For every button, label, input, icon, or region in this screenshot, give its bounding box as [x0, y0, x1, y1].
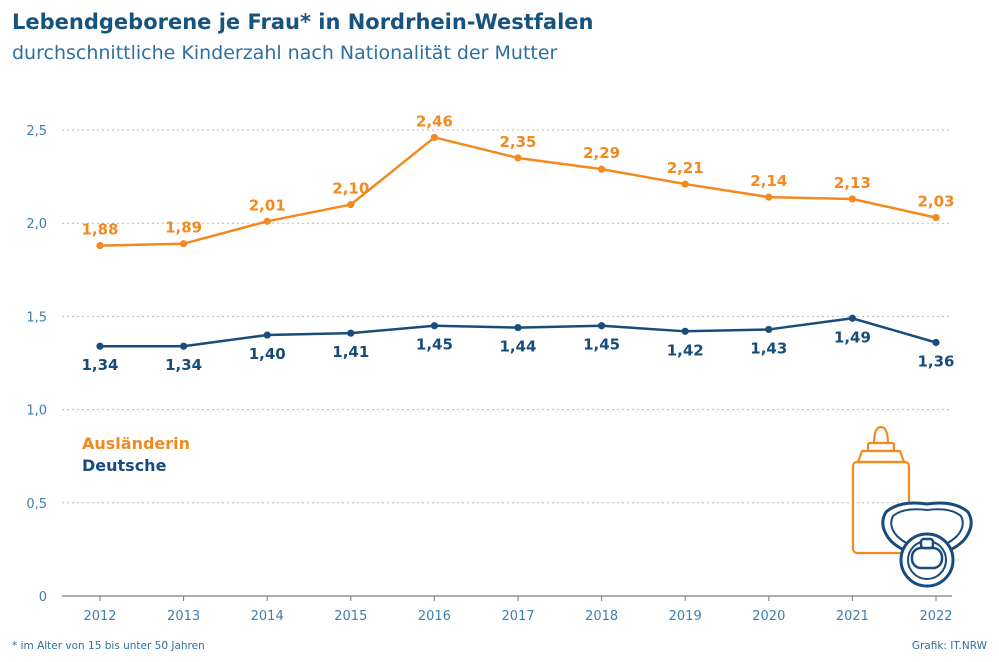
series-layer: 1,88 1,89 2,01 2,10 2,46 2,35 2,29 2,21 2,14 2,13… [81, 112, 954, 374]
source-credit: Grafik: IT.NRW [911, 640, 987, 652]
data-label-auslaenderin: 2,35 [499, 133, 536, 151]
data-point-deutsche [263, 331, 271, 339]
data-point-deutsche [347, 329, 355, 337]
y-tick-label: 2,0 [26, 217, 47, 232]
data-label-auslaenderin: 1,88 [81, 221, 118, 239]
y-axis: 0 0,5 1,0 1,5 2,0 2,5 [26, 124, 47, 605]
legend-entry-auslaenderin: Ausländerin [82, 434, 190, 453]
data-point-auslaenderin [848, 195, 857, 203]
data-label-auslaenderin: 2,29 [583, 144, 620, 162]
pacifier-icon [881, 501, 973, 588]
x-tick-label: 2017 [501, 609, 534, 624]
y-tick-label: 0,5 [26, 497, 47, 512]
data-point-auslaenderin [96, 241, 104, 250]
y-tick-label: 2,5 [26, 124, 47, 139]
data-point-deutsche [430, 322, 438, 330]
data-label-deutsche: 1,43 [750, 339, 787, 357]
data-label-deutsche: 1,41 [332, 343, 369, 361]
data-label-auslaenderin: 2,14 [750, 172, 787, 190]
x-tick-label: 2019 [669, 609, 702, 624]
data-point-deutsche [681, 327, 689, 335]
data-label-auslaenderin: 2,46 [416, 112, 453, 130]
data-label-deutsche: 1,42 [667, 341, 704, 359]
x-tick-label: 2014 [251, 609, 284, 624]
legend-entry-deutsche: Deutsche [82, 456, 167, 475]
x-tick-label: 2018 [585, 609, 618, 624]
data-point-deutsche [932, 338, 940, 347]
data-label-deutsche: 1,34 [81, 356, 118, 374]
x-tick-label: 2012 [83, 609, 116, 624]
data-label-deutsche: 1,44 [499, 338, 536, 356]
y-tick-label: 0 [39, 590, 47, 605]
x-tick-label: 2021 [836, 609, 869, 624]
data-label-auslaenderin: 2,10 [332, 180, 369, 198]
data-point-auslaenderin [347, 200, 355, 209]
x-tick-label: 2016 [418, 609, 451, 624]
data-point-auslaenderin [681, 180, 689, 188]
data-label-deutsche: 1,45 [416, 336, 453, 354]
data-label-deutsche: 1,34 [165, 356, 202, 374]
data-point-auslaenderin [932, 214, 940, 222]
data-label-auslaenderin: 2,03 [917, 193, 954, 211]
data-point-deutsche [598, 322, 606, 330]
y-tick-label: 1,5 [26, 310, 47, 325]
data-label-auslaenderin: 2,01 [249, 196, 286, 214]
data-label-deutsche: 1,49 [834, 328, 871, 346]
data-label-auslaenderin: 2,13 [834, 174, 871, 192]
footnote: * im Alter von 15 bis unter 50 Jahren [12, 640, 205, 652]
chart-title: Lebendgeborene je Frau* in Nordrhein-Wes… [12, 10, 594, 34]
grid-layer [62, 129, 952, 597]
data-point-deutsche [848, 314, 857, 322]
data-label-deutsche: 1,45 [583, 336, 620, 354]
legend: Ausländerin Deutsche [82, 434, 190, 475]
y-tick-label: 1,0 [26, 404, 47, 419]
data-label-auslaenderin: 1,89 [165, 219, 202, 237]
series-line-auslaenderin [99, 136, 937, 247]
data-point-auslaenderin [263, 217, 271, 225]
data-point-deutsche [180, 342, 188, 350]
data-point-auslaenderin [430, 133, 438, 142]
x-tick-label: 2022 [919, 609, 952, 624]
data-label-deutsche: 1,36 [917, 352, 954, 370]
x-tick-label: 2020 [752, 609, 785, 624]
x-tick-label: 2015 [334, 609, 367, 624]
data-point-auslaenderin [180, 240, 188, 248]
data-point-deutsche [96, 342, 104, 350]
x-axis: 2012 2013 2014 2015 2016 2017 2018 2019 2020 2021… [83, 596, 953, 624]
data-point-auslaenderin [598, 165, 606, 173]
data-point-auslaenderin [514, 154, 522, 162]
data-point-deutsche [514, 323, 522, 332]
data-label-deutsche: 1,40 [249, 345, 286, 363]
data-label-auslaenderin: 2,21 [667, 159, 704, 177]
data-point-auslaenderin [765, 193, 773, 201]
x-tick-label: 2013 [167, 609, 200, 624]
chart-subtitle: durchschnittliche Kinderzahl nach Nation… [12, 42, 558, 64]
data-point-deutsche [765, 325, 773, 334]
